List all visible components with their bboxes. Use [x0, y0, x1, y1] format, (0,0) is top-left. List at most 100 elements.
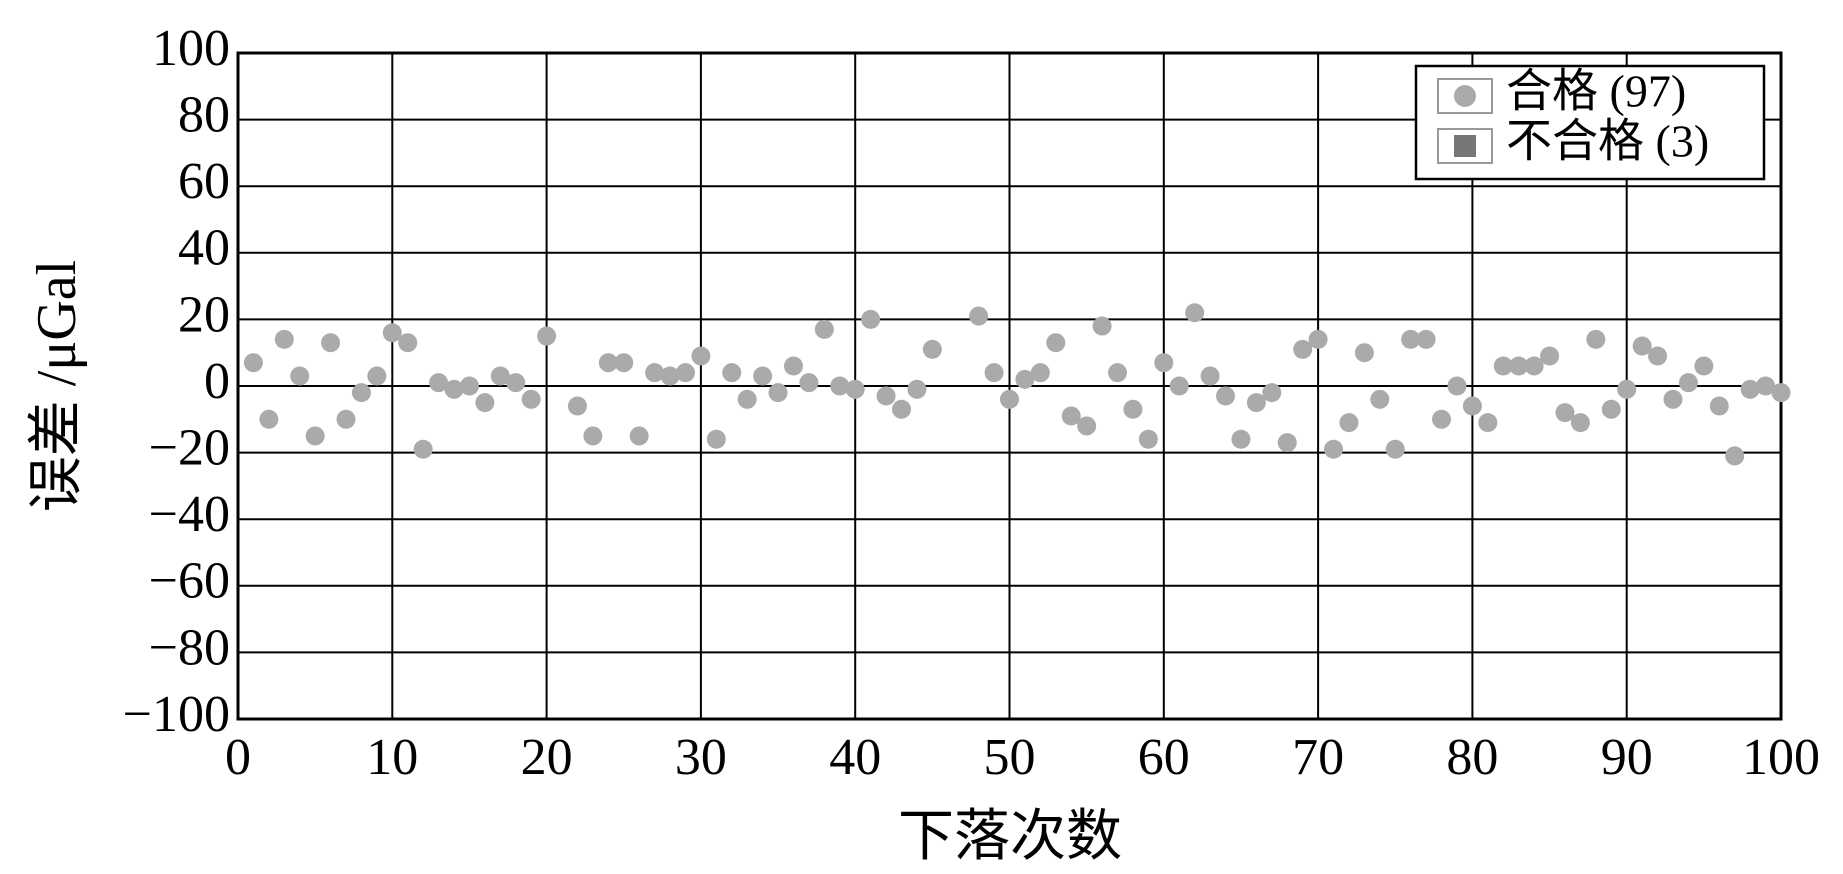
point [1756, 376, 1776, 396]
point [1354, 343, 1374, 363]
y-tick-label: 0 [204, 353, 230, 410]
x-tick-label: 90 [1601, 729, 1653, 786]
point [614, 353, 634, 373]
point [1771, 383, 1791, 403]
y-tick-label: 20 [178, 286, 230, 343]
point [490, 366, 510, 386]
point [598, 353, 618, 373]
point [1185, 303, 1205, 323]
y-tick-label: 80 [178, 87, 230, 144]
point [768, 383, 788, 403]
point [1401, 329, 1421, 349]
point [1324, 439, 1344, 459]
point [783, 356, 803, 376]
point [1678, 373, 1698, 393]
point [1509, 356, 1529, 376]
point [1154, 353, 1174, 373]
point [845, 379, 865, 399]
point [583, 426, 603, 446]
point [521, 389, 541, 409]
point [567, 396, 587, 416]
point [1092, 316, 1112, 336]
point [660, 366, 680, 386]
point [830, 376, 850, 396]
x-tick-label: 80 [1446, 729, 1498, 786]
point [336, 409, 356, 429]
point [1169, 376, 1189, 396]
point [459, 376, 479, 396]
point [1694, 356, 1714, 376]
x-tick-label: 50 [984, 729, 1036, 786]
point [475, 393, 495, 413]
y-tick-label: 40 [178, 220, 230, 277]
point [1447, 376, 1467, 396]
y-tick-label: −100 [123, 686, 230, 743]
point [1138, 429, 1158, 449]
y-tick-label: 60 [178, 153, 230, 210]
point [1462, 396, 1482, 416]
x-axis-title: 下落次数 [898, 806, 1122, 868]
point [413, 439, 433, 459]
point [1200, 366, 1220, 386]
point [1570, 413, 1590, 433]
x-tick-label: 0 [225, 729, 251, 786]
point [907, 379, 927, 399]
point [1015, 369, 1035, 389]
x-tick-label: 70 [1292, 729, 1344, 786]
y-tick-label: −60 [149, 553, 230, 610]
point [537, 326, 557, 346]
point [984, 363, 1004, 383]
x-tick-label: 10 [366, 729, 418, 786]
point [737, 389, 757, 409]
point [1293, 339, 1313, 359]
point [1123, 399, 1143, 419]
point [922, 339, 942, 359]
point [1709, 396, 1729, 416]
point [351, 383, 371, 403]
point [1370, 389, 1390, 409]
point [506, 373, 526, 393]
point [382, 323, 402, 343]
point [321, 333, 341, 353]
point [1617, 379, 1637, 399]
point [444, 379, 464, 399]
x-tick-label: 20 [521, 729, 573, 786]
point [1000, 389, 1019, 409]
point [305, 426, 325, 446]
point [1277, 433, 1297, 453]
point [1216, 386, 1236, 406]
point [706, 429, 726, 449]
point [1262, 383, 1282, 403]
point [799, 373, 819, 393]
point [891, 399, 911, 419]
point [753, 366, 773, 386]
point [1632, 336, 1652, 356]
point [398, 333, 418, 353]
y-tick-label: −20 [149, 420, 230, 477]
point [1663, 389, 1683, 409]
point [367, 366, 387, 386]
point [1586, 329, 1606, 349]
point [1725, 446, 1745, 466]
point [1493, 356, 1513, 376]
y-tick-label: 100 [152, 20, 230, 77]
legend-label: 不合格 (3) [1506, 116, 1709, 167]
point [1555, 403, 1575, 423]
point [259, 409, 279, 429]
point [1030, 363, 1050, 383]
point [1339, 413, 1359, 433]
point [1385, 439, 1405, 459]
x-tick-label: 40 [829, 729, 881, 786]
x-tick-label: 30 [675, 729, 727, 786]
y-tick-label: −80 [149, 619, 230, 676]
x-tick-label: 60 [1138, 729, 1190, 786]
point [1478, 413, 1498, 433]
legend-swatch-frame [1437, 78, 1493, 114]
point [274, 329, 294, 349]
point [1308, 329, 1328, 349]
point [1108, 363, 1128, 383]
point [1432, 409, 1452, 429]
point [1524, 356, 1544, 376]
point [429, 373, 449, 393]
